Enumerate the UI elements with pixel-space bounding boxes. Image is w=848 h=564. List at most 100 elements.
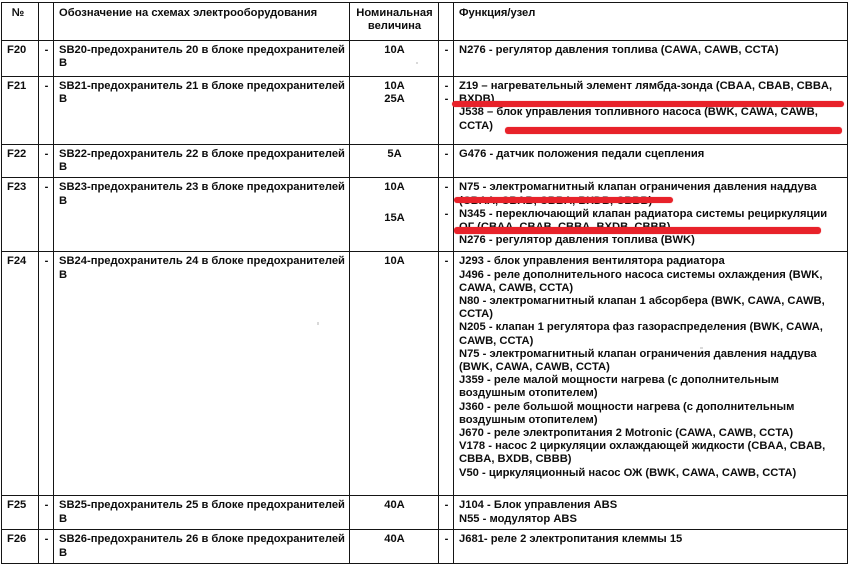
- row-dash-1: -: [38, 495, 54, 531]
- row-description: SB20-предохранитель 20 в блоке предохран…: [53, 40, 350, 77]
- header-rating-line-1: Номинальная: [356, 7, 433, 19]
- row-dash-2: -: [438, 251, 454, 497]
- row-description: SB21-предохранитель 21 в блоке предохран…: [53, 76, 350, 145]
- function-line: J293 - блок управления вентилятора радиа…: [459, 255, 725, 268]
- function-line: J538 – блок управления топливного насоса…: [459, 106, 818, 132]
- function-dash: -: [444, 255, 449, 268]
- row-function: J681- реле 2 электропитания клеммы 15: [453, 529, 848, 564]
- row-description: SB23-предохранитель 23 в блоке предохран…: [53, 177, 350, 253]
- header-number: №: [1, 2, 39, 41]
- table-row: F26 - SB26-предохранитель 26 в блоке пре…: [1, 529, 848, 564]
- row-rating: 10A: [349, 40, 439, 77]
- row-function: N75 - электромагнитный клапан ограничени…: [453, 177, 848, 253]
- row-dash-2: -: [438, 495, 454, 531]
- header-function: Функция/узел: [453, 2, 848, 41]
- function-line: Z19 – нагревательный элемент лямбда-зонд…: [459, 80, 833, 106]
- rating-value: 40A: [384, 533, 405, 546]
- function-line: J360 - реле большой мощности нагрева (с …: [459, 400, 795, 426]
- row-dash-2: -: [438, 40, 454, 77]
- row-dash-2: - -: [438, 76, 454, 145]
- rating-spacer: [355, 195, 434, 212]
- rating-value: 15A: [384, 211, 405, 224]
- function-dash: -: [444, 533, 449, 546]
- row-number: F25: [1, 495, 39, 531]
- row-function: J293 - блок управления вентилятора радиа…: [453, 251, 848, 497]
- row-function: G476 - датчик положения педали сцепления: [453, 143, 848, 179]
- row-number: F23: [1, 177, 39, 253]
- table-row: F24 - SB24-предохранитель 24 в блоке пре…: [1, 251, 848, 497]
- rating-value: 10A: [384, 181, 405, 194]
- row-rating: 10A: [349, 251, 439, 497]
- function-dash: -: [444, 499, 449, 512]
- row-number: F21: [1, 76, 39, 145]
- row-rating: 40A: [349, 529, 439, 564]
- row-description: SB22-предохранитель 22 в блоке предохран…: [53, 143, 350, 179]
- header-dash-1: [38, 2, 54, 41]
- function-line: V50 - циркуляционный насос ОЖ (BWK, CAWA…: [459, 466, 797, 479]
- row-description: SB24-предохранитель 24 в блоке предохран…: [53, 251, 350, 497]
- function-line: N75 - электромагнитный клапан ограничени…: [459, 347, 817, 374]
- rating-value: 10A: [384, 44, 405, 56]
- table-header-row: № Обозначение на схемах электрооборудова…: [1, 2, 848, 41]
- header-description: Обозначение на схемах электрооборудовани…: [53, 2, 350, 41]
- rating-value: 10A: [384, 80, 405, 92]
- row-dash-1: -: [38, 76, 54, 145]
- function-dash: -: [444, 44, 449, 56]
- row-description: SB25-предохранитель 25 в блоке предохран…: [53, 495, 350, 531]
- row-number: F22: [1, 143, 39, 179]
- row-rating: 10A 25A: [349, 76, 439, 145]
- function-line: J496 - реле дополнительного насоса систе…: [459, 268, 823, 294]
- row-function: N276 - регулятор давления топлива (CAWA,…: [453, 40, 848, 77]
- function-line: N276 - регулятор давления топлива (CAWA,…: [459, 44, 779, 56]
- row-number: F26: [1, 529, 39, 564]
- row-dash-2: - - -: [438, 177, 454, 253]
- function-line: J359 - реле малой мощности нагрева (с до…: [459, 374, 779, 400]
- row-dash-1: -: [38, 143, 54, 179]
- table-row: F21 - SB21-предохранитель 21 в блоке пре…: [1, 76, 848, 145]
- row-function: J104 - Блок управления ABS N55 - модулят…: [453, 495, 848, 531]
- rating-value: 10A: [384, 255, 405, 268]
- rating-value: 25A: [384, 93, 405, 106]
- row-dash-2: -: [438, 143, 454, 179]
- function-dash: -: [444, 148, 449, 160]
- row-dash-1: -: [38, 529, 54, 564]
- rating-value: 40A: [384, 499, 405, 512]
- row-rating: 10A 15A: [349, 177, 439, 253]
- function-dash: -: [444, 80, 449, 92]
- header-dash-2: [438, 2, 454, 41]
- function-line: J681- реле 2 электропитания клеммы 15: [459, 533, 683, 546]
- function-line: G476 - датчик положения педали сцепления: [459, 148, 705, 160]
- function-line: N345 - переключающий клапан радиатора си…: [459, 207, 828, 234]
- table-row: F22 - SB22-предохранитель 22 в блоке пре…: [1, 143, 848, 179]
- table-row: F25 - SB25-предохранитель 25 в блоке пре…: [1, 495, 848, 531]
- rating-value: 5A: [387, 148, 402, 160]
- row-number: F24: [1, 251, 39, 497]
- row-dash-2: -: [438, 529, 454, 564]
- header-rating: Номинальная величина: [349, 2, 439, 41]
- row-dash-1: -: [38, 251, 54, 497]
- row-rating: 5A: [349, 143, 439, 179]
- function-dash: -: [444, 93, 449, 106]
- function-dash: -: [444, 181, 449, 194]
- row-description: SB26-предохранитель 26 в блоке предохран…: [53, 529, 350, 564]
- table-row: F23 - SB23-предохранитель 23 в блоке пре…: [1, 177, 848, 253]
- row-number: F20: [1, 40, 39, 77]
- row-rating: 40A: [349, 495, 439, 531]
- row-dash-1: -: [38, 40, 54, 77]
- row-dash-1: -: [38, 177, 54, 253]
- row-function: Z19 – нагревательный элемент лямбда-зонд…: [453, 76, 848, 145]
- function-dash: -: [444, 207, 449, 220]
- function-line: J104 - Блок управления ABS: [459, 499, 618, 512]
- function-line: V178 - насос 2 циркуляции охлаждающей жи…: [459, 440, 826, 466]
- function-line: N276 - регулятор давления топлива (BWK): [459, 234, 695, 247]
- function-line: N55 - модулятор ABS: [459, 512, 577, 525]
- function-line: J670 - реле электропитания 2 Motronic (C…: [459, 427, 794, 440]
- function-line: N80 - электромагнитный клапан 1 абсорбер…: [459, 295, 825, 321]
- header-rating-line-2: величина: [367, 20, 422, 33]
- table-row: F20 - SB20-предохранитель 20 в блоке пре…: [1, 40, 848, 77]
- function-line: N205 - клапан 1 регулятора фаз газораспр…: [459, 321, 823, 347]
- function-line: N75 - электромагнитный клапан ограничени…: [459, 181, 817, 207]
